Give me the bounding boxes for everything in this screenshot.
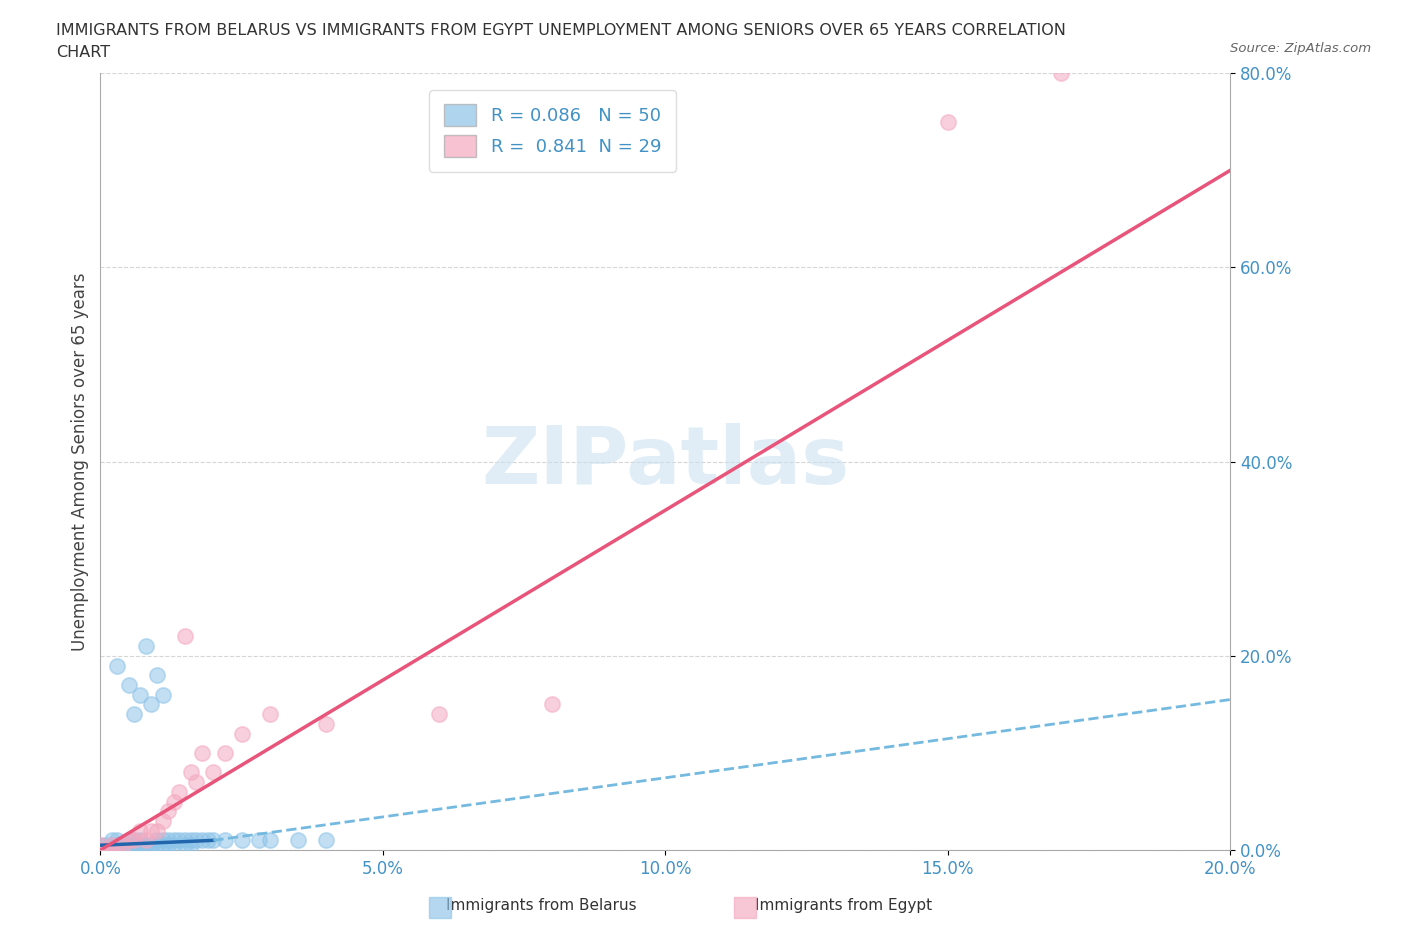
Point — [105, 843, 128, 857]
Point — [111, 838, 134, 853]
Point — [427, 707, 450, 722]
Point — [122, 707, 145, 722]
Point — [105, 843, 128, 857]
Point — [180, 838, 202, 853]
Point — [1050, 66, 1073, 81]
Point — [169, 833, 191, 848]
Point — [214, 746, 236, 761]
Point — [141, 838, 163, 853]
Point — [141, 697, 163, 711]
Point — [89, 843, 111, 857]
Point — [94, 838, 117, 853]
Point — [111, 843, 134, 857]
Point — [152, 838, 174, 853]
Point — [105, 838, 128, 853]
Y-axis label: Unemployment Among Seniors over 65 years: Unemployment Among Seniors over 65 years — [72, 272, 89, 651]
Point — [191, 746, 214, 761]
Text: Immigrants from Egypt: Immigrants from Egypt — [755, 898, 932, 913]
Text: Immigrants from Belarus: Immigrants from Belarus — [446, 898, 637, 913]
Point — [122, 838, 145, 853]
Point — [117, 678, 139, 693]
Point — [94, 843, 117, 857]
Point — [163, 794, 186, 809]
Point — [259, 833, 281, 848]
Point — [180, 765, 202, 780]
Point — [186, 833, 208, 848]
Point — [100, 838, 122, 853]
Point — [231, 726, 253, 741]
Point — [122, 833, 145, 848]
Point — [100, 843, 122, 857]
Point — [105, 833, 128, 848]
Point — [315, 716, 337, 731]
Point — [129, 843, 152, 857]
Point — [135, 639, 157, 654]
Point — [135, 838, 157, 853]
Point — [89, 843, 111, 857]
Point — [94, 843, 117, 857]
Point — [146, 833, 169, 848]
Point — [180, 833, 202, 848]
Point — [146, 668, 169, 683]
Point — [117, 833, 139, 848]
Point — [129, 833, 152, 848]
Point — [146, 838, 169, 853]
Point — [287, 833, 309, 848]
Point — [202, 833, 225, 848]
Point — [105, 658, 128, 673]
Text: IMMIGRANTS FROM BELARUS VS IMMIGRANTS FROM EGYPT UNEMPLOYMENT AMONG SENIORS OVER: IMMIGRANTS FROM BELARUS VS IMMIGRANTS FR… — [56, 23, 1066, 38]
Point — [117, 838, 139, 853]
Point — [111, 838, 134, 853]
Point — [141, 823, 163, 838]
Point — [94, 843, 117, 857]
Point — [214, 833, 236, 848]
Point — [157, 804, 180, 818]
Point — [117, 833, 139, 848]
Point — [541, 697, 564, 711]
Point — [157, 833, 180, 848]
Point — [122, 833, 145, 848]
Point — [163, 833, 186, 848]
Point — [89, 843, 111, 857]
Point — [247, 833, 270, 848]
Point — [231, 833, 253, 848]
Point — [129, 823, 152, 838]
Point — [936, 114, 959, 129]
Point — [186, 775, 208, 790]
Point — [152, 687, 174, 702]
Point — [157, 838, 180, 853]
Point — [135, 833, 157, 848]
Text: Source: ZipAtlas.com: Source: ZipAtlas.com — [1230, 42, 1371, 55]
Point — [169, 784, 191, 799]
Point — [129, 838, 152, 853]
Point — [89, 838, 111, 853]
Point — [89, 838, 111, 853]
Text: ZIPatlas: ZIPatlas — [481, 422, 849, 500]
Point — [117, 843, 139, 857]
Point — [259, 707, 281, 722]
Point — [122, 843, 145, 857]
Point — [174, 629, 197, 644]
Point — [174, 838, 197, 853]
Point — [152, 814, 174, 829]
Point — [141, 843, 163, 857]
Point — [135, 843, 157, 857]
Point — [129, 687, 152, 702]
Legend: R = 0.086   N = 50, R =  0.841  N = 29: R = 0.086 N = 50, R = 0.841 N = 29 — [429, 90, 675, 172]
Point — [152, 833, 174, 848]
Point — [174, 833, 197, 848]
Point — [315, 833, 337, 848]
Point — [197, 833, 219, 848]
Point — [191, 833, 214, 848]
Point — [100, 838, 122, 853]
Point — [202, 765, 225, 780]
Point — [146, 823, 169, 838]
Point — [163, 838, 186, 853]
Text: CHART: CHART — [56, 45, 110, 60]
Point — [100, 833, 122, 848]
